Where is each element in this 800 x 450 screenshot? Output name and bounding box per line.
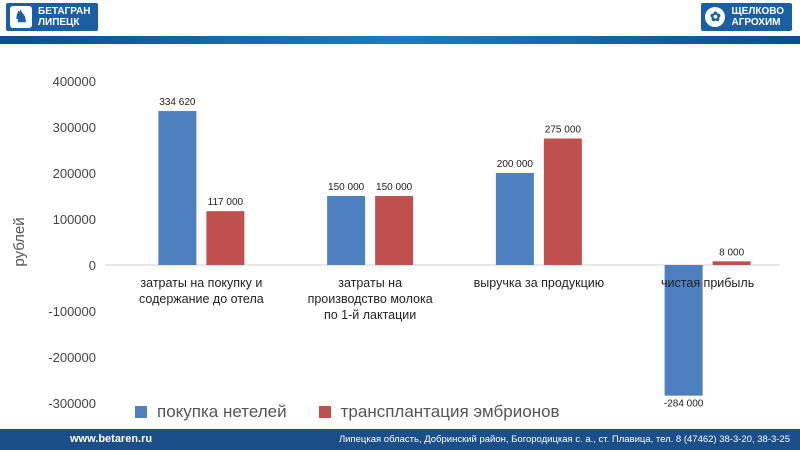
data-label: 275 000 — [545, 125, 582, 136]
data-label: 334 620 — [159, 97, 196, 108]
y-tick-label: 200000 — [53, 166, 96, 181]
y-tick-label: 0 — [89, 258, 96, 273]
y-tick-label: 300000 — [53, 120, 96, 135]
y-tick-label: 100000 — [53, 212, 96, 227]
header-band — [0, 36, 800, 44]
data-label: 117 000 — [208, 197, 244, 208]
chart-legend: покупка нетелей трансплантация эмбрионов — [135, 402, 592, 422]
bar-chart: 400000 300000 200000 100000 0 -100000 -200000 -… — [11, 74, 780, 411]
bar-1-1 — [327, 196, 366, 265]
legend-label-series1: покупка нетелей — [157, 402, 287, 421]
right-logo-line2: АГРОХИМ — [731, 17, 781, 28]
y-tick-label: 400000 — [53, 74, 96, 89]
data-label: 8 000 — [719, 247, 744, 258]
y-tick-label: -200000 — [48, 350, 96, 365]
category-label: затраты на покупку и — [140, 276, 262, 290]
legend-swatch-series2 — [318, 406, 331, 418]
globe-icon: ✿ — [705, 7, 726, 27]
category-label: по 1-й лактации — [324, 308, 416, 322]
bar-1-0 — [158, 111, 197, 265]
category-label: затраты на — [338, 276, 402, 290]
bar-2-0 — [206, 211, 245, 265]
shchelkovo-logo: ✿ ЩЕЛКОВО АГРОХИМ — [701, 3, 792, 31]
legend-item-series2: трансплантация эмбрионов — [318, 402, 560, 422]
y-tick-label: -100000 — [48, 304, 96, 319]
legend-swatch-series1 — [135, 406, 147, 418]
category-label: производство молока — [308, 292, 433, 306]
data-label: 150 000 — [328, 182, 365, 193]
data-label: -284 000 — [664, 399, 704, 410]
header: ♞ БЕТАГРАН ЛИПЕЦК ✿ ЩЕЛКОВО АГРОХИМ — [0, 0, 800, 36]
left-logo-line1: БЕТАГРАН — [38, 6, 91, 17]
legend-label-series2: трансплантация эмбрионов — [340, 402, 560, 421]
left-logo-line2: ЛИПЕЦК — [38, 17, 80, 28]
right-logo-line1: ЩЕЛКОВО — [731, 6, 784, 17]
bar-2-1 — [375, 196, 414, 265]
y-axis-label: рублей — [11, 217, 28, 266]
category-label: выручка за продукцию — [474, 276, 604, 290]
bar-2-2 — [543, 138, 582, 265]
footer-site-link[interactable]: www.betaren.ru — [70, 433, 153, 445]
category-label: содержание до отела — [139, 292, 264, 306]
betagran-logo: ♞ БЕТАГРАН ЛИПЕЦК — [6, 3, 99, 31]
legend-item-series1: покупка нетелей — [135, 402, 287, 422]
footer-address: Липецкая область, Добринский район, Бого… — [338, 434, 790, 445]
data-label: 150 000 — [376, 182, 413, 193]
footer: www.betaren.ru Липецкая область, Добринс… — [0, 429, 800, 450]
cow-icon: ♞ — [10, 6, 32, 28]
bar-2-3 — [712, 261, 751, 265]
bar-1-3 — [664, 265, 703, 396]
y-tick-label: -300000 — [48, 396, 96, 411]
data-label: 200 000 — [497, 159, 534, 170]
category-label: чистая прибыль — [661, 276, 754, 290]
bar-1-2 — [495, 173, 534, 265]
